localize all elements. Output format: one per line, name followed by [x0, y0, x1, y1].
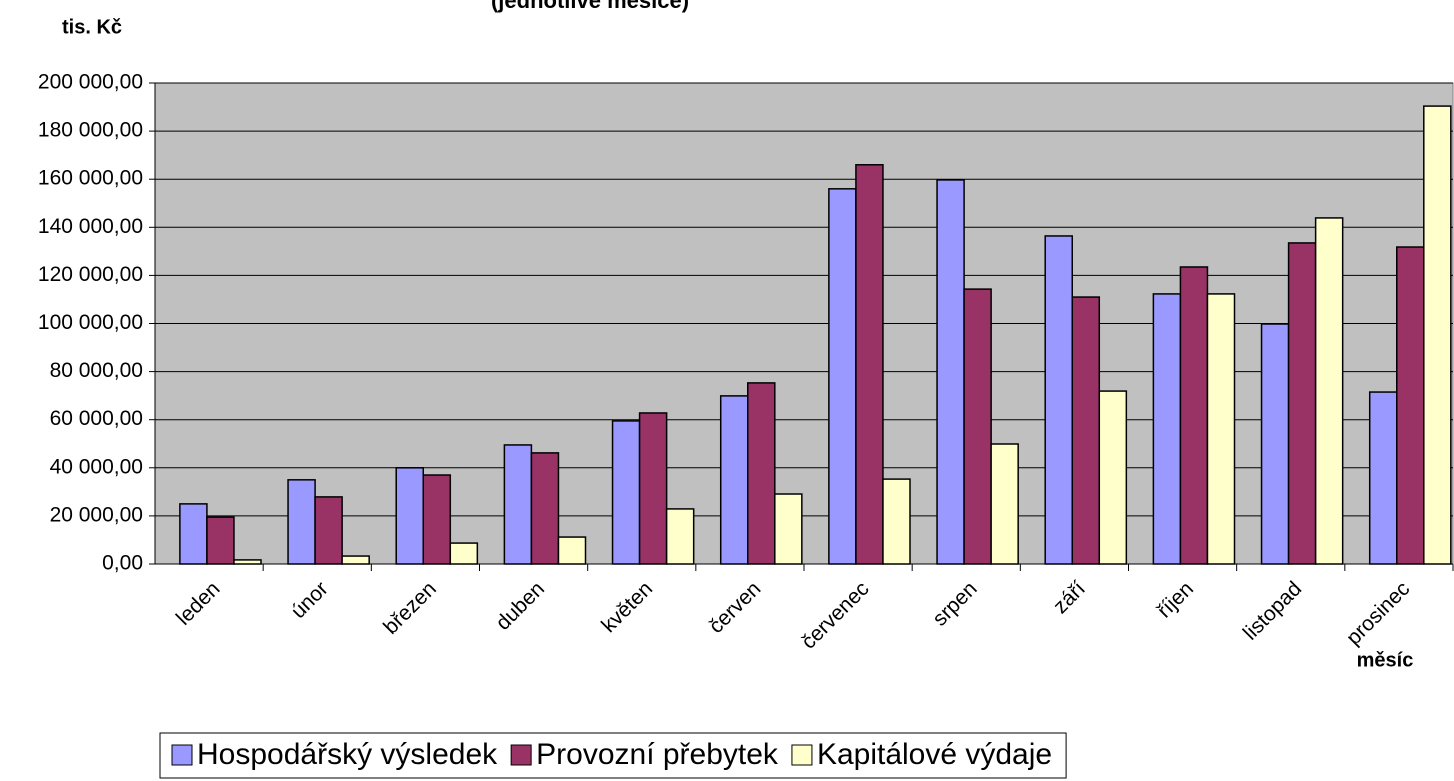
bar — [422, 474, 452, 565]
bar — [287, 479, 316, 565]
bar — [1206, 293, 1236, 565]
bar — [638, 412, 668, 565]
legend: Hospodářský výsledek Provozní přebytek Kap… — [159, 732, 1067, 779]
x-tick-label: květen — [597, 577, 657, 637]
chart-title: (jednotlivé měsíce) — [491, 0, 689, 13]
y-tick-label: 160 000,00 — [38, 167, 143, 190]
bar — [747, 382, 776, 565]
bar — [557, 536, 587, 565]
y-axis-label: tis. Kč — [62, 16, 122, 38]
bar — [395, 467, 425, 565]
bar — [963, 288, 992, 565]
bar — [179, 503, 208, 565]
legend-swatch — [791, 744, 813, 766]
bar — [1071, 296, 1101, 565]
bar — [1314, 217, 1344, 565]
y-tick-label: 80 000,00 — [50, 359, 143, 382]
bar — [503, 444, 533, 565]
bar — [341, 555, 370, 565]
x-tick-label: září — [1049, 577, 1090, 618]
bar — [1287, 242, 1317, 565]
bar — [828, 188, 857, 565]
bar — [233, 559, 262, 565]
y-tick-label: 40 000,00 — [50, 455, 143, 478]
x-tick-label: červenec — [797, 577, 874, 654]
bar — [449, 542, 479, 565]
x-tick-label: únor — [287, 577, 333, 623]
bar — [314, 496, 343, 565]
y-tick-label: 180 000,00 — [38, 119, 143, 142]
x-axis-label: měsíc — [1357, 649, 1414, 671]
y-tick-label: 20 000,00 — [50, 503, 143, 526]
bar — [611, 420, 641, 565]
legend-label: Provozní přebytek — [536, 738, 779, 771]
bar — [936, 179, 965, 565]
bar — [855, 164, 884, 565]
bar — [882, 478, 911, 565]
bar — [1044, 235, 1074, 565]
x-tick-label: prosinec — [1342, 577, 1414, 649]
y-tick-label: 60 000,00 — [50, 407, 143, 430]
bar — [774, 493, 803, 565]
bar — [1396, 246, 1425, 565]
y-tick-label: 120 000,00 — [38, 263, 143, 286]
y-tick-label: 100 000,00 — [38, 311, 143, 334]
bar — [530, 452, 560, 565]
x-tick-label: duben — [491, 577, 549, 635]
bar — [990, 443, 1019, 565]
legend-label: Kapitálové výdaje — [817, 738, 1052, 771]
x-tick-label: listopad — [1239, 577, 1306, 644]
y-tick-label: 200 000,00 — [38, 71, 143, 94]
bar — [1179, 266, 1209, 565]
x-tick-label: říjen — [1153, 577, 1198, 622]
y-tick-label: 0,00 — [102, 552, 143, 575]
bar — [206, 516, 235, 565]
bar — [1368, 391, 1398, 565]
x-tick-label: červen — [705, 577, 766, 638]
bar — [665, 508, 695, 565]
bar — [1152, 293, 1182, 565]
x-tick-label: březen — [379, 577, 441, 639]
legend-swatch — [510, 744, 532, 766]
y-tick-label: 140 000,00 — [38, 215, 143, 238]
bar — [1098, 390, 1128, 565]
x-tick-label: leden — [172, 577, 225, 630]
bar — [1260, 323, 1290, 565]
legend-box — [159, 732, 1067, 779]
legend-label: Hospodářský výsledek — [197, 738, 498, 771]
bar — [719, 395, 749, 565]
bar — [1423, 105, 1452, 565]
x-tick-label: srpen — [928, 577, 981, 630]
legend-swatch — [171, 744, 193, 766]
